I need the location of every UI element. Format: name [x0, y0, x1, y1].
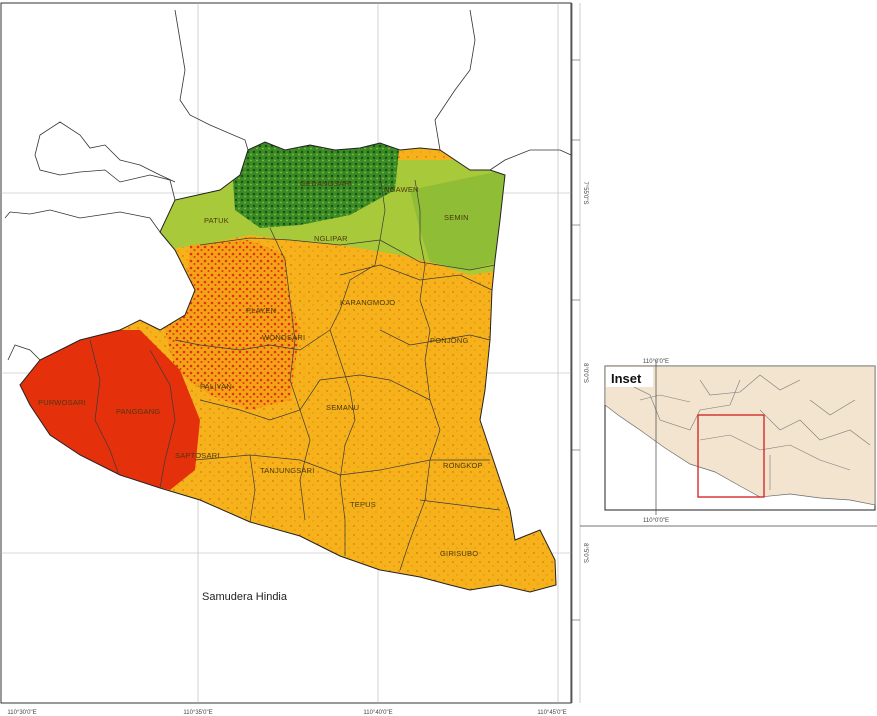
right-ticks — [572, 59, 580, 621]
district-label-semanu: SEMANU — [326, 403, 359, 412]
regency-land — [20, 142, 556, 592]
district-label-saptosari: SAPTOSARI — [175, 451, 220, 460]
district-label-patuk: PATUK — [204, 216, 229, 225]
bottom-coord-label: 110°45'0"E — [537, 710, 566, 716]
district-label-girisubo: GIRISUBO — [440, 549, 478, 558]
bottom-coord-label: 110°30'0"E — [7, 710, 36, 716]
district-label-wonosari: WONOSARI — [262, 333, 305, 342]
district-label-semin: SEMIN — [444, 213, 469, 222]
right-coord-label: 7°55'0"S — [582, 181, 588, 204]
main-map: PATUK PLAYEN NGAWEN SEMIN NGLIPAR KARANG… — [0, 2, 588, 716]
inset-highlight-box — [697, 414, 765, 498]
bottom-coord-label: 110°35'0"E — [183, 710, 212, 716]
district-label-playen: PLAYEN — [246, 306, 276, 315]
district-label-purwosari: PURWOSARI — [38, 398, 86, 407]
inset-land — [604, 365, 876, 506]
bottom-coord-label: 110°40'0"E — [363, 710, 392, 716]
inset-title: Inset — [611, 371, 642, 386]
bottom-coordinate-labels: 110°30'0"E 110°35'0"E 110°40'0"E 110°45'… — [7, 710, 566, 716]
district-label-nglipar: NGLIPAR — [314, 234, 348, 243]
right-coordinate-labels: 7°55'0"S 8°0'0"S 8°5'0"S — [582, 181, 588, 562]
district-label-rongkop: RONGKOP — [443, 461, 483, 470]
inset-top-label: 110°0'0"E — [643, 359, 669, 365]
district-labels: PATUK PLAYEN NGAWEN SEMIN NGLIPAR KARANG… — [38, 179, 483, 558]
district-label-tanjungsari: TANJUNGSARI — [260, 466, 315, 475]
sea-label: Samudera Hindia — [202, 591, 288, 603]
district-label-paliyan: PALIYAN — [200, 382, 232, 391]
district-label-ngawen: NGAWEN — [384, 185, 419, 194]
district-label-karangmojo: KARANGMOJO — [340, 298, 395, 307]
inset-bottom-label: 110°0'0"E — [643, 518, 669, 524]
district-boundaries — [89, 174, 501, 571]
right-coord-label: 8°0'0"S — [582, 363, 588, 383]
district-label-gedangsari: GEDANGSARI — [300, 179, 352, 188]
district-label-ponjong: PONJONG — [430, 336, 469, 345]
regency-outline — [19, 141, 557, 593]
right-coord-label: 8°5'0"S — [582, 543, 588, 563]
district-label-tepus: TEPUS — [350, 500, 376, 509]
district-label-panggang: PANGGANG — [116, 407, 160, 416]
inset-title-bg — [606, 367, 653, 387]
inset-map: Inset 110°0'0"E 110°0'0"E — [604, 359, 876, 524]
neighbor-boundaries — [4, 9, 572, 361]
